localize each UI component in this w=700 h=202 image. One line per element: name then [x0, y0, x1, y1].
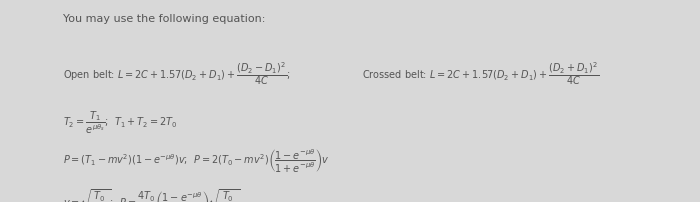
- Text: Open belt: $L = 2C + 1.57(D_2 + D_1) + \dfrac{(D_2 - D_1)^2}{4C}$;: Open belt: $L = 2C + 1.57(D_2 + D_1) + \…: [63, 61, 290, 87]
- Text: $T_2 = \dfrac{T_1}{e^{\mu\theta_s}}$;  $T_1 + T_2 = 2T_0$: $T_2 = \dfrac{T_1}{e^{\mu\theta_s}}$; $T…: [63, 109, 178, 136]
- Text: Crossed belt: $L = 2C + 1.57(D_2 + D_1) + \dfrac{(D_2 + D_1)^2}{4C}$: Crossed belt: $L = 2C + 1.57(D_2 + D_1) …: [363, 61, 599, 87]
- Text: $P = (T_1 - mv^2)(1 - e^{-\mu\theta})v$;  $P = 2(T_0 - mv^2)\left(\dfrac{1 - e^{: $P = (T_1 - mv^2)(1 - e^{-\mu\theta})v$;…: [63, 147, 330, 175]
- Text: $v = \sqrt{\dfrac{T_0}{3m}}$;  $P = \dfrac{4T_0}{3}\left(\dfrac{1 - e^{-\mu\thet: $v = \sqrt{\dfrac{T_0}{3m}}$; $P = \dfra…: [63, 188, 240, 202]
- Text: You may use the following equation:: You may use the following equation:: [63, 14, 265, 24]
